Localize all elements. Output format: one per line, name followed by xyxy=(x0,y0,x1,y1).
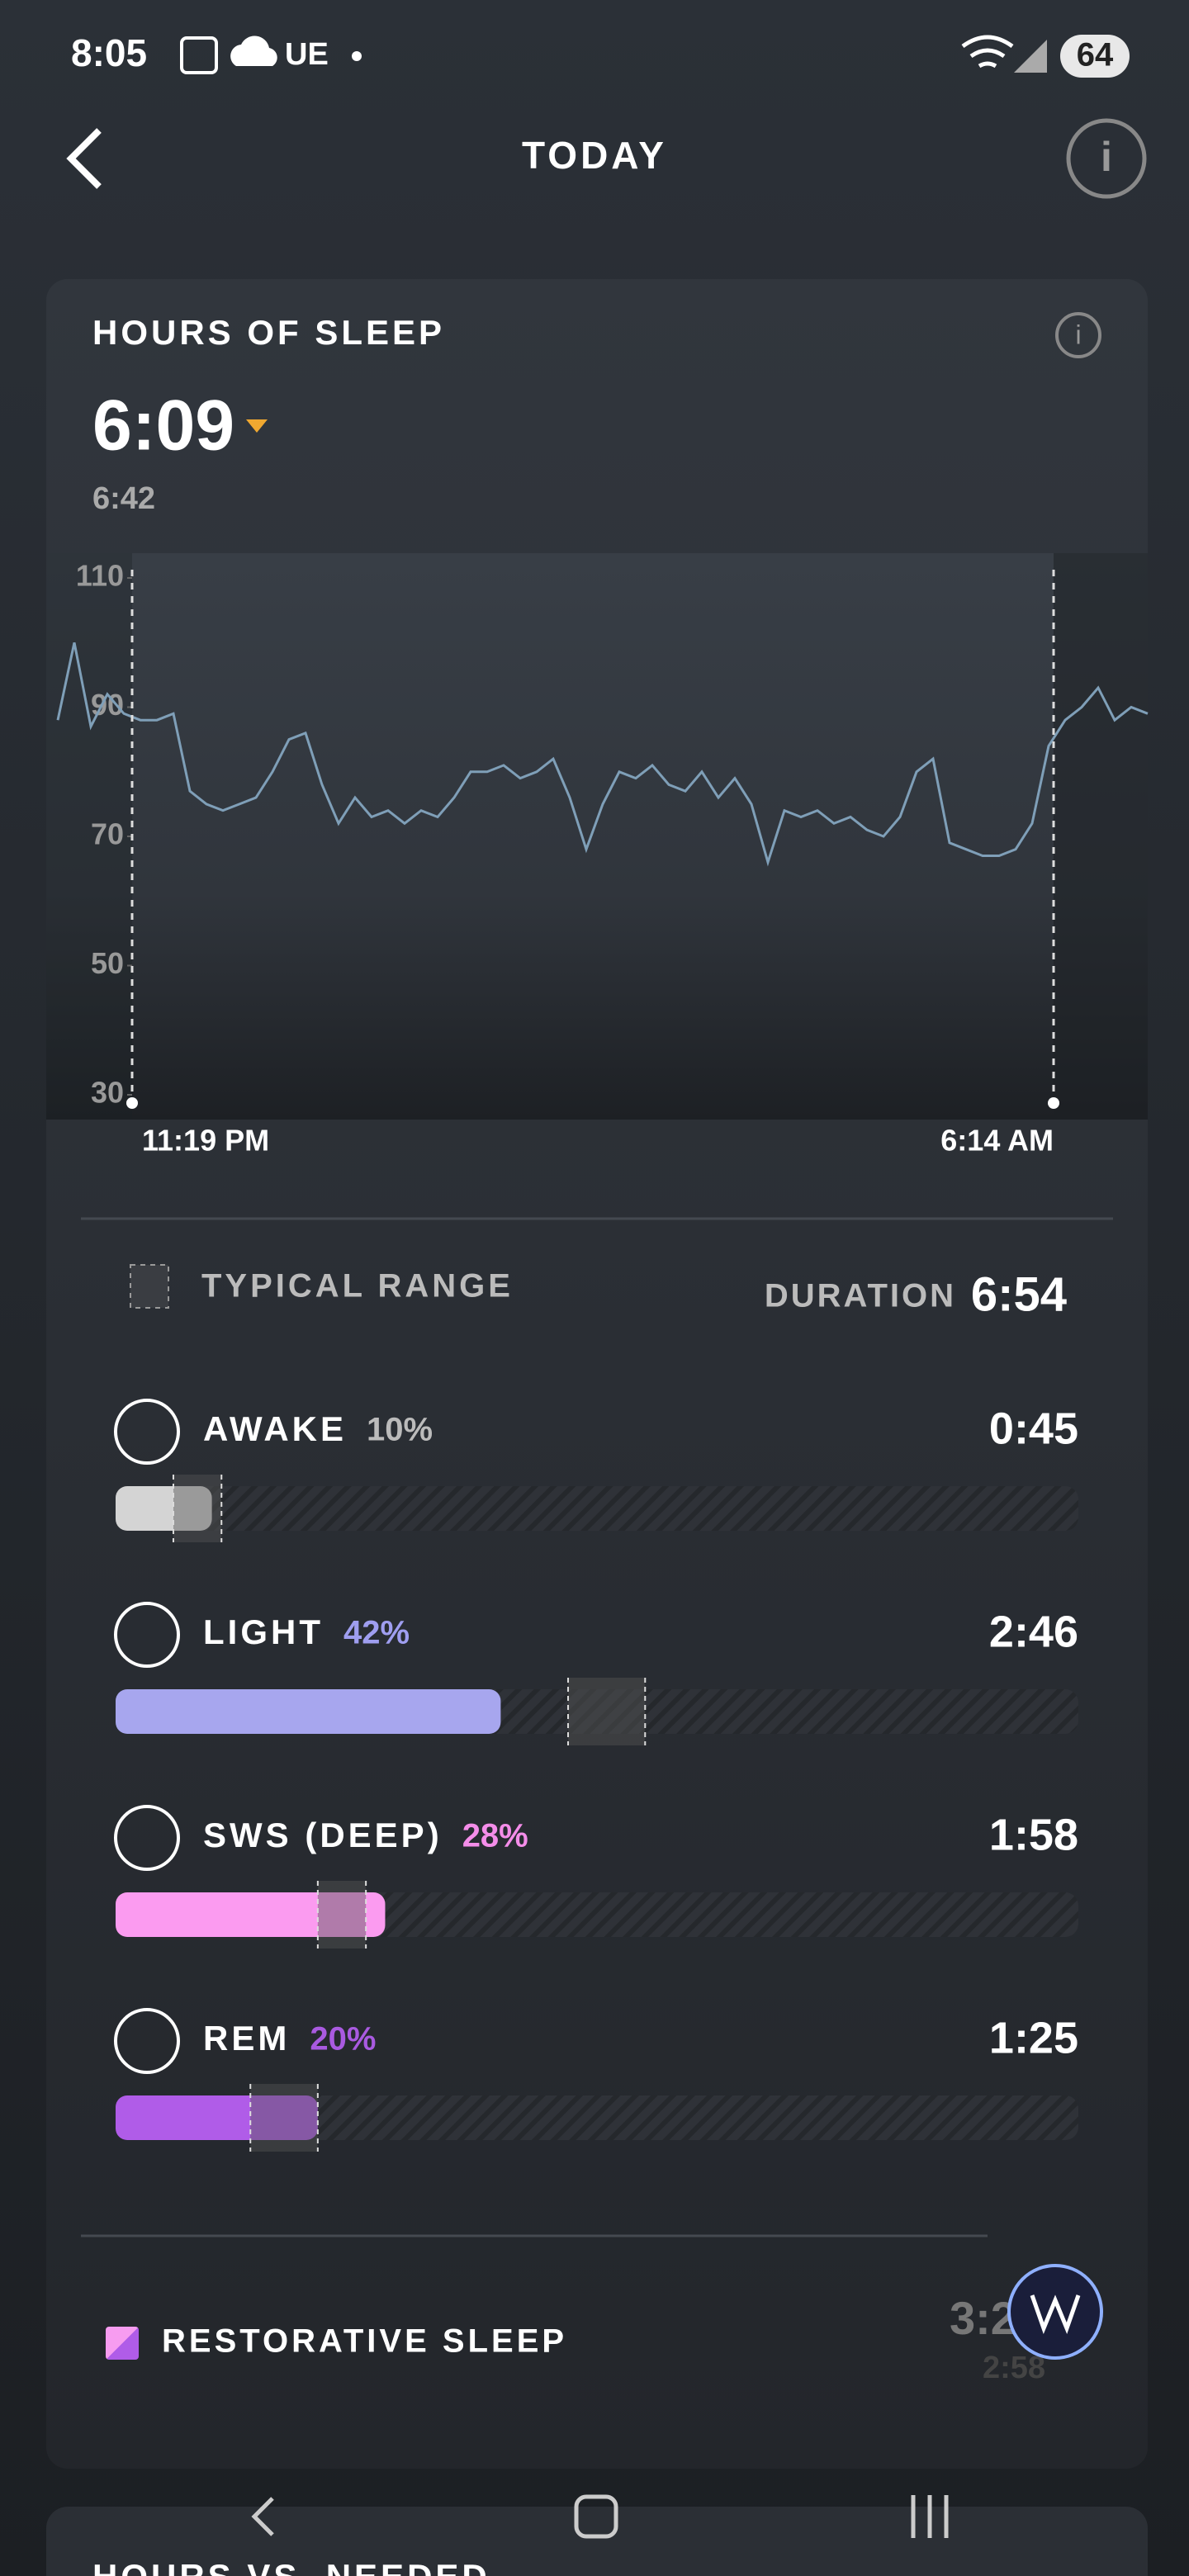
card-title: HOURS OF SLEEP xyxy=(92,313,445,352)
next-card-title: HOURS VS. NEEDED xyxy=(92,2557,490,2576)
stage-track xyxy=(116,1486,1078,1531)
chart-after-wake xyxy=(1054,553,1148,1120)
restorative-previous: 2:58 xyxy=(983,2351,1045,2385)
sleep-end-dot xyxy=(1048,1097,1059,1109)
duration-label: DURATION xyxy=(765,1278,956,1314)
stage-percent: 28% xyxy=(462,1818,528,1854)
sleep-start-dot xyxy=(126,1097,138,1109)
y-tick-label: 50 xyxy=(91,946,124,980)
stage-percent: 42% xyxy=(343,1615,410,1651)
stage-toggle[interactable] xyxy=(114,2008,180,2074)
restorative-value: 3:2 xyxy=(950,2292,1016,2344)
gallery-icon xyxy=(180,36,218,74)
card-info[interactable]: i xyxy=(1055,312,1101,358)
restorative-icon xyxy=(106,2327,139,2360)
back-button[interactable] xyxy=(66,128,102,189)
battery-level: 64 xyxy=(1077,37,1114,73)
stage-toggle[interactable] xyxy=(114,1602,180,1668)
stage-bar xyxy=(116,1689,501,1734)
stage-name: REM xyxy=(203,2019,290,2057)
stage-toggle[interactable] xyxy=(114,1805,180,1871)
duration-value: 6:54 xyxy=(971,1267,1067,1321)
y-tick-label: 70 xyxy=(91,817,124,851)
nav-back[interactable] xyxy=(251,2497,274,2536)
stage-time: 0:45 xyxy=(989,1404,1078,1453)
stage-name: LIGHT xyxy=(203,1612,324,1651)
trend-arrow xyxy=(246,419,268,433)
status-time: 8:05 xyxy=(71,31,147,74)
typical-range xyxy=(250,2084,318,2152)
battery xyxy=(1060,35,1130,78)
stage-bar xyxy=(116,2095,318,2140)
stage-time: 1:58 xyxy=(989,1810,1078,1859)
stage-name: SWS (DEEP) xyxy=(203,1816,443,1854)
page-title: TODAY xyxy=(522,134,667,177)
start-time: 11:19 PM xyxy=(142,1124,269,1158)
stage-bar xyxy=(116,1486,212,1531)
signal-icon xyxy=(1014,40,1047,73)
cloud-icon xyxy=(230,36,277,66)
stage-percent: 20% xyxy=(310,2021,376,2057)
nav-home[interactable] xyxy=(574,2494,618,2539)
y-tick-label: 110 xyxy=(76,559,124,593)
nav-recents[interactable] xyxy=(911,2495,949,2538)
stages: AWAKE 10% 0:45 LIGHT 42% 2:46 SWS (DEEP) 28% 1:5… xyxy=(114,1399,1078,2152)
svg-text:i: i xyxy=(1101,134,1112,180)
typical-range-label: TYPICAL RANGE xyxy=(201,1268,514,1305)
status-carrier: UE xyxy=(285,37,329,72)
stage-toggle[interactable] xyxy=(114,1399,180,1465)
stage-time: 2:46 xyxy=(989,1607,1078,1656)
status-dot xyxy=(352,51,362,61)
typical-range xyxy=(173,1475,222,1542)
coach-button[interactable] xyxy=(1007,2264,1103,2360)
next-card xyxy=(46,2507,1148,2576)
typical-range-icon xyxy=(130,1264,169,1309)
info-button[interactable]: i xyxy=(1066,118,1147,199)
sleep-hours: 6:09 xyxy=(92,386,234,466)
stage-time: 1:25 xyxy=(989,2013,1078,2062)
restorative-label: RESTORATIVE SLEEP xyxy=(162,2323,567,2360)
typical-range xyxy=(568,1678,646,1745)
stage-percent: 10% xyxy=(367,1412,433,1448)
stage-name: AWAKE xyxy=(203,1409,347,1448)
chart-area xyxy=(46,553,1148,1120)
wifi-icon xyxy=(961,35,1014,69)
end-time: 6:14 AM xyxy=(940,1124,1054,1158)
y-tick-label: 30 xyxy=(91,1076,124,1110)
hr-line xyxy=(56,642,1149,867)
stage-track xyxy=(116,2095,1078,2140)
svg-text:i: i xyxy=(1075,320,1081,349)
previous-hours: 6:42 xyxy=(92,481,155,516)
typical-range xyxy=(317,1881,367,1949)
chart-before-sleep xyxy=(46,553,132,1120)
